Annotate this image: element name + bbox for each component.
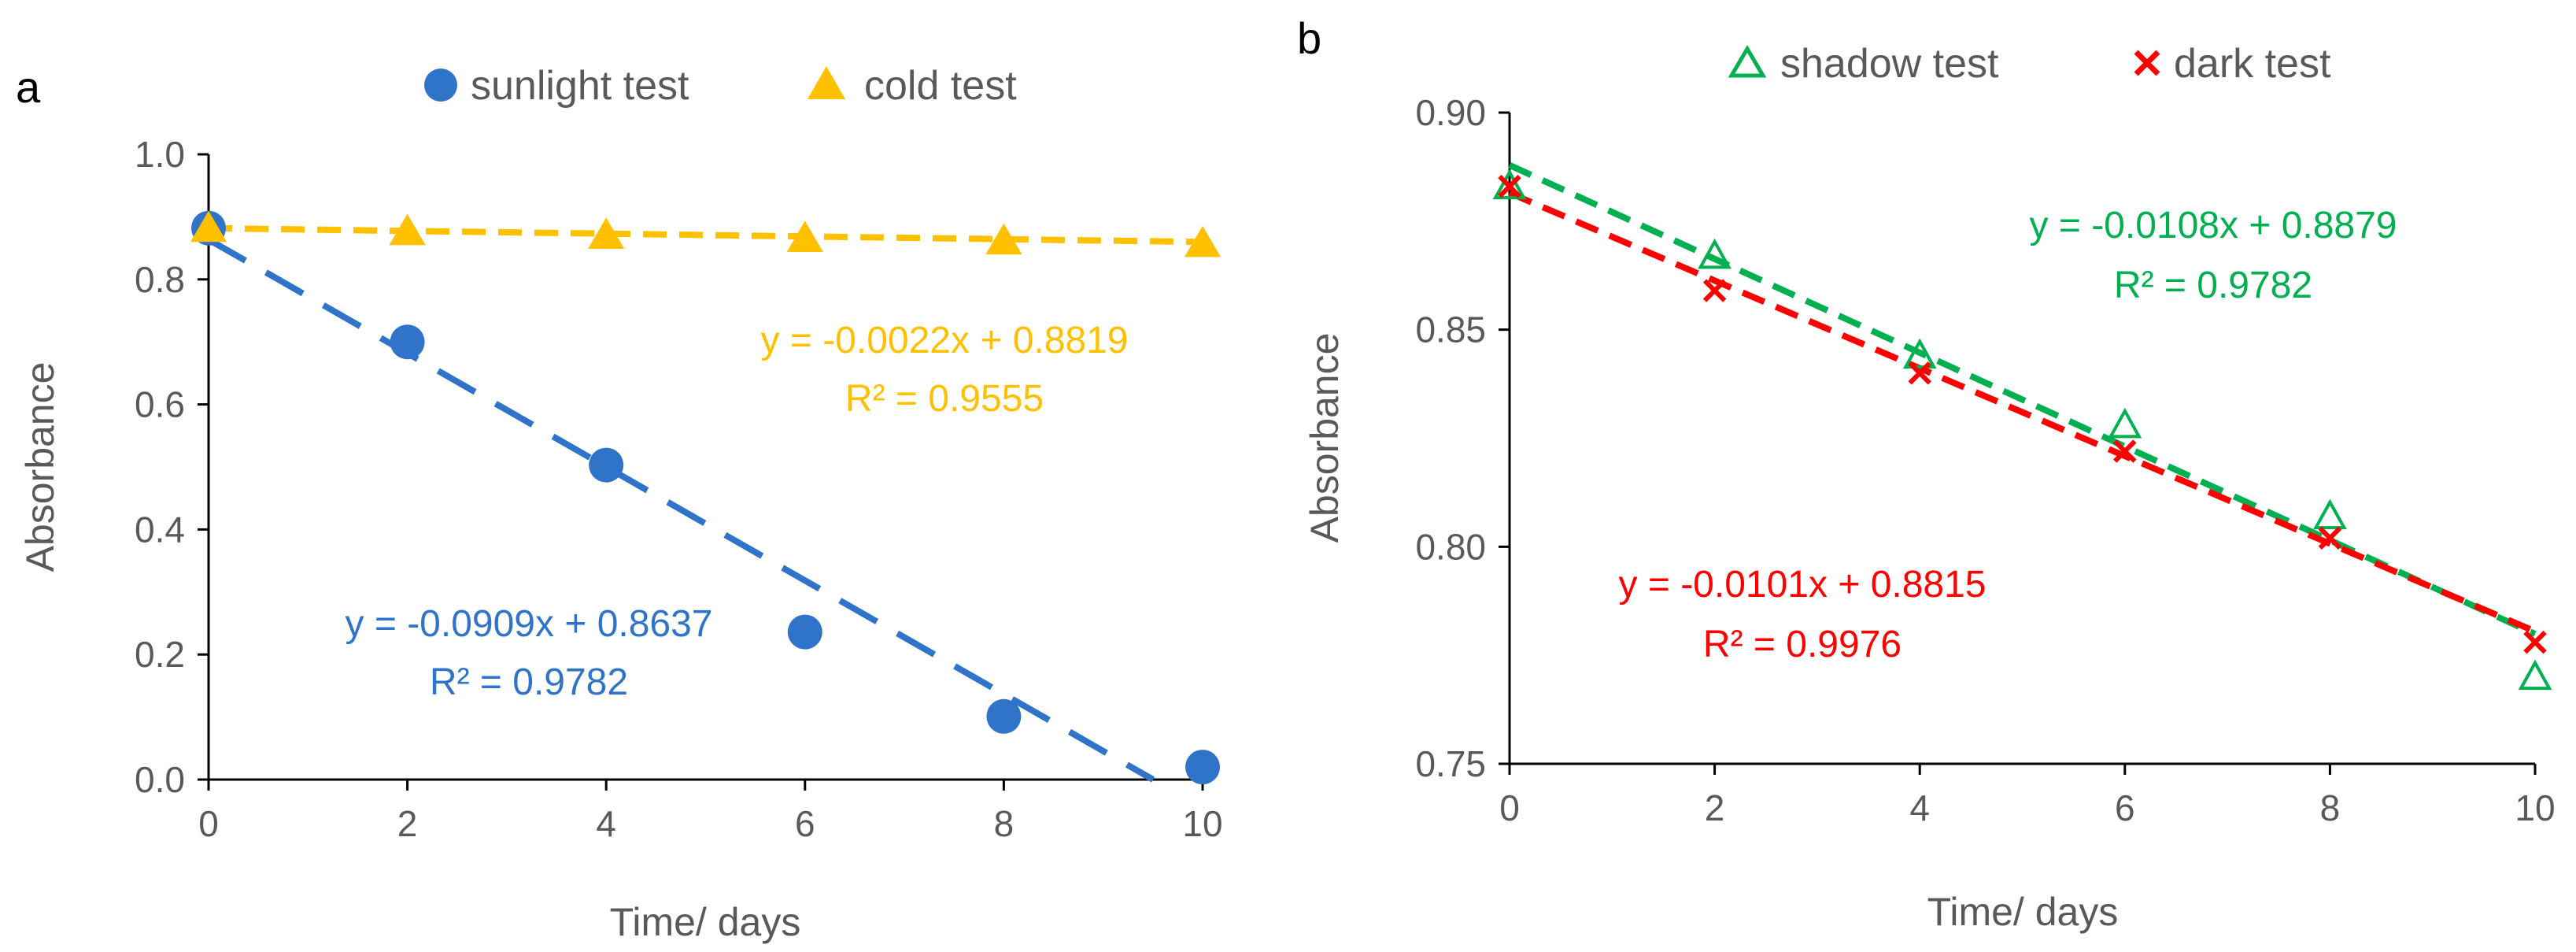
data-point-cold-test: [588, 217, 625, 250]
y-tick-label: 0.85: [1415, 309, 1486, 350]
legend-marker-shadow-test: [1728, 45, 1767, 78]
x-tick-label: 4: [596, 803, 616, 844]
data-point-shadow-test: [2518, 659, 2552, 691]
data-point-shadow-test: [1902, 338, 1937, 369]
x-tick-label: 0: [1499, 787, 1520, 828]
panel-b-r2-shadow-test: R² = 0.9782: [2114, 265, 2312, 306]
panel-a-equation-sunlight-test: y = -0.0909x + 0.8637: [345, 603, 712, 645]
x-tick-label: 6: [2115, 787, 2135, 828]
panel-b-y-ticks: 0.75 0.80 0.85 0.90: [1415, 92, 1510, 784]
data-point-shadow-test: [2108, 407, 2142, 439]
x-tick-label: 8: [994, 803, 1015, 844]
panel-a-r2-sunlight-test: R² = 0.9782: [430, 661, 628, 703]
panel-b-x-axis-title: Time/ days: [1927, 890, 2119, 934]
data-point-cold-test: [190, 210, 227, 243]
y-tick-label: 0.80: [1415, 526, 1486, 567]
y-tick-label: 0.6: [135, 384, 185, 425]
y-tick-label: 0.4: [135, 509, 185, 550]
panel-a-trendlines: [207, 224, 1203, 783]
data-point-cold-test: [786, 220, 823, 252]
x-tick-label: 0: [198, 803, 219, 844]
panel-b-equation-shadow-test: y = -0.0108x + 0.8879: [2029, 205, 2397, 246]
trendline-sunlight-test: [207, 236, 1155, 783]
y-tick-label: 0.2: [135, 634, 185, 675]
x-tick-label: 2: [397, 803, 418, 844]
legend-marker-sunlight-test: [424, 69, 457, 102]
y-tick-label: 0.0: [135, 759, 185, 800]
legend-label-dark-test: dark test: [2174, 41, 2331, 87]
panel-b-legend: shadow test dark test: [1728, 41, 2331, 87]
panel-a-y-ticks: 0.0 0.2 0.4 0.6 0.8 1.0: [135, 134, 209, 800]
panel-a-letter: a: [16, 62, 41, 112]
panel-b-letter: b: [1297, 13, 1321, 63]
trendline-cold-test: [208, 224, 1203, 246]
panel-a-x-axis-title: Time/ days: [610, 900, 801, 944]
data-point-dark-test: [1908, 361, 1931, 385]
legend-marker-dark-test: [2134, 50, 2160, 76]
data-point-dark-test: [2523, 630, 2547, 654]
panel-b-chart: b shadow test dark test 0.75 0.80 0.85 0.90…: [1297, 13, 2556, 934]
x-tick-label: 2: [1705, 787, 1725, 828]
legend-marker-cold-test: [808, 66, 845, 99]
legend-label-cold-test: cold test: [864, 63, 1017, 109]
data-point-shadow-test: [1492, 169, 1527, 200]
panel-a-markers: [190, 210, 1221, 785]
data-point-dark-test: [1702, 279, 1727, 302]
panel-a-r2-cold-test: R² = 0.9555: [845, 378, 1044, 420]
data-point-cold-test: [985, 223, 1022, 255]
data-point-cold-test: [389, 213, 426, 246]
y-tick-label: 1.0: [135, 134, 185, 175]
x-tick-label: 10: [1182, 803, 1222, 844]
data-point-shadow-test: [1698, 238, 1732, 269]
data-point-sunlight-test: [589, 447, 624, 483]
x-tick-label: 8: [2320, 787, 2341, 828]
panel-a-equation-cold-test: y = -0.0022x + 0.8819: [760, 320, 1128, 361]
data-point-sunlight-test: [390, 324, 425, 360]
x-tick-label: 10: [2515, 787, 2555, 828]
data-point-cold-test: [1184, 225, 1221, 257]
panel-b-markers: [1492, 169, 2552, 691]
y-tick-label: 0.90: [1415, 92, 1486, 133]
data-point-dark-test: [2318, 526, 2342, 550]
panel-a-legend: sunlight test cold test: [424, 63, 1017, 109]
legend-label-shadow-test: shadow test: [1780, 41, 1999, 87]
data-point-sunlight-test: [986, 698, 1022, 734]
trendline-shadow-test: [1508, 162, 2537, 637]
x-tick-label: 6: [795, 803, 815, 844]
panel-b-r2-dark-test: R² = 0.9976: [1703, 624, 1902, 665]
panel-b-x-ticks: 0 2 4 6 8 10: [1499, 764, 2556, 828]
data-point-shadow-test: [2313, 498, 2347, 530]
x-tick-label: 4: [1909, 787, 1930, 828]
panel-a-x-ticks: 0 2 4 6 8 10: [198, 780, 1223, 844]
y-tick-label: 0.8: [135, 259, 185, 300]
panel-a-chart: a sunlight test cold test 0.00.20.40.60.…: [16, 62, 1223, 944]
data-point-sunlight-test: [1185, 750, 1220, 785]
panel-b-equation-dark-test: y = -0.0101x + 0.8815: [1618, 564, 1986, 606]
data-point-dark-test: [1498, 175, 1521, 198]
panel-b-y-axis-title: Absorbance: [1303, 333, 1347, 543]
legend-label-sunlight-test: sunlight test: [471, 63, 689, 109]
panel-b-trendlines: [1508, 162, 2537, 637]
trendline-dark-test: [1508, 190, 2537, 635]
panel-a-y-axis-title: Absorbance: [18, 362, 62, 572]
y-tick-label: 0.75: [1415, 743, 1486, 784]
data-point-sunlight-test: [787, 614, 822, 650]
data-point-dark-test: [2113, 439, 2137, 463]
